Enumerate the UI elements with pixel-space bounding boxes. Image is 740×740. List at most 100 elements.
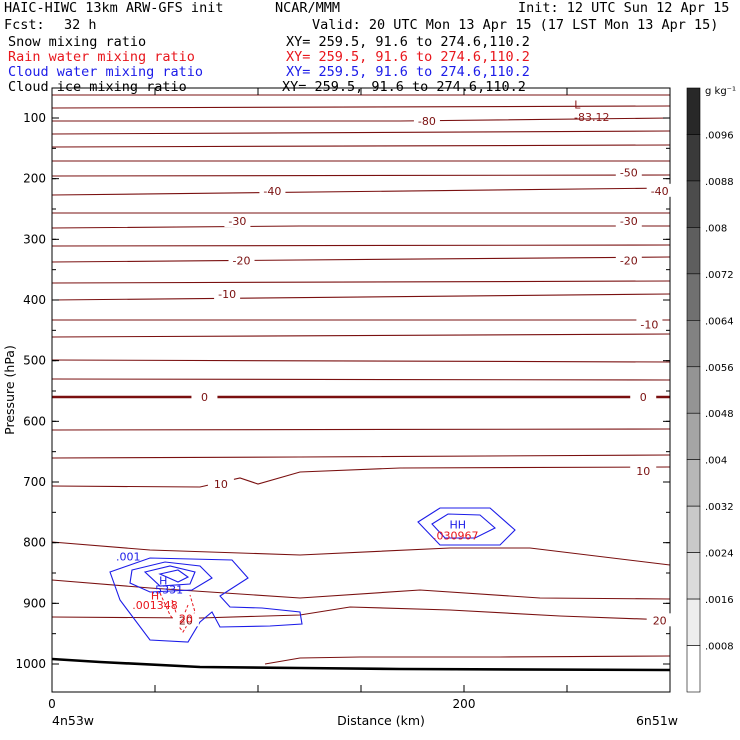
y-tick-label: 100 [23, 111, 46, 125]
colorbar-tick-label: .0096 [705, 130, 734, 141]
colorbar-segment [686, 412, 701, 460]
contour-label-bg [630, 464, 657, 478]
isotherm-line [51, 541, 671, 566]
colorbar-segment [686, 552, 701, 600]
fcst-label: Fcst: [4, 17, 45, 33]
colorbar-tick-label: .0032 [705, 502, 734, 513]
colorbar-tick-label: .0024 [705, 549, 734, 560]
cloud-water-contour [109, 557, 303, 643]
contour-label: -20 [620, 255, 638, 268]
contour-label: -10 [640, 318, 658, 331]
extrema-label: H [151, 589, 159, 602]
contour-label: -80 [418, 115, 436, 128]
org-label: NCAR/MMM [275, 0, 341, 16]
contour-label: 0 [201, 391, 208, 404]
colorbar-segment [686, 180, 701, 228]
cloud-water-contour [158, 569, 190, 583]
isotherm-line [51, 378, 671, 381]
isotherm-line [51, 256, 671, 263]
contour-label-bg [259, 183, 286, 197]
y-axis-label: Pressure (hPa) [2, 345, 17, 435]
isotherm-line [51, 174, 671, 177]
cloud-water-contours [109, 507, 516, 643]
isotherm-line [51, 333, 671, 338]
colorbar-tick-label: .0016 [705, 595, 734, 606]
isotherm-line [51, 606, 671, 621]
isotherm-line [51, 466, 671, 488]
fcst-value: 32 h [64, 17, 97, 33]
contour-label-bg [413, 114, 440, 128]
extrema-label: .030967 [433, 529, 479, 542]
contour-label: -30 [228, 215, 246, 228]
extrema-label: H [159, 574, 167, 587]
field-label-cloud-water: Cloud water mixing ratio [8, 64, 204, 80]
colorbar-segment [686, 645, 701, 693]
contour-label: 10 [636, 465, 650, 478]
isotherm-line [51, 244, 671, 247]
contour-label-bg [191, 390, 218, 404]
contour-label: 20 [179, 614, 193, 627]
extrema-label: HH [450, 518, 467, 531]
contour-label-bg [615, 214, 642, 228]
contour-label: 20 [653, 614, 667, 627]
y-tick-label: 700 [23, 475, 46, 489]
field-xy-snow: XY= 259.5, 91.6 to 274.6,110.2 [286, 34, 530, 50]
contour-label: 10 [214, 478, 228, 491]
y-tick-label: 400 [23, 293, 46, 307]
colorbar-segment [686, 598, 701, 646]
extrema-label: .5331 [152, 583, 184, 596]
contour-label-bg [172, 613, 199, 627]
cloud-water-contour [417, 507, 516, 546]
colorbar-segment [686, 87, 701, 135]
colorbar-tick-label: .0048 [705, 409, 734, 420]
contour-label: -20 [233, 255, 251, 268]
valid-time: Valid: 20 UTC Mon 13 Apr 15 (17 LST Mon … [312, 17, 719, 33]
y-tick-label: 900 [23, 596, 46, 610]
x-tick-label: 200 [453, 697, 476, 711]
cloud-water-contour [143, 565, 196, 587]
contour-label-bg [630, 390, 657, 404]
x-axis-label: Distance (km) [337, 713, 425, 728]
colorbar-tick-label: .0064 [705, 316, 734, 327]
init-time: Init: 12 UTC Sun 12 Apr 15 [518, 0, 730, 16]
colorbar-tick-label: .0056 [705, 363, 734, 374]
contour-label: -10 [218, 288, 236, 301]
field-xy-cloud-water: XY= 259.5, 91.6 to 274.6,110.2 [286, 64, 530, 80]
contour-label-bg [214, 286, 241, 300]
colorbar-segment [686, 505, 701, 553]
model-title: HAIC-HIWC 13km ARW-GFS init [4, 0, 224, 16]
contour-label-bg [615, 253, 642, 267]
field-label-snow: Snow mixing ratio [8, 34, 147, 50]
contour-label: -50 [620, 167, 638, 180]
contour-label-bg [646, 613, 673, 627]
colorbar-segment [686, 320, 701, 368]
isotherm-line [51, 454, 671, 459]
colorbar-tick-label: .004 [705, 456, 727, 467]
colorbar-segment [686, 227, 701, 275]
cloud-water-contour [129, 561, 213, 593]
contour-label: -40 [263, 185, 281, 198]
contour-label-bg [636, 317, 663, 331]
contour-label-bg [207, 476, 234, 490]
isotherm-line [52, 117, 671, 122]
colorbar-unit: g kg⁻¹ [705, 86, 736, 97]
y-tick-label: 1000 [15, 657, 46, 671]
x-tick-label: 0 [48, 697, 56, 711]
isotherm-line [51, 130, 671, 135]
isotherm-line [51, 293, 671, 301]
colorbar-segment [686, 273, 701, 321]
y-tick-label: 600 [23, 414, 46, 428]
cloud-water-contour [431, 513, 496, 539]
contour-label-bg [646, 183, 673, 197]
isotherm-line [51, 579, 671, 600]
colorbar-tick-label: .0008 [705, 642, 734, 653]
contour-labels: -80 -50 -40 -40 -30 -30 -20 -20 -10 -10 0 0 10 10 20 20… [116, 99, 673, 627]
extrema-label: .001 [116, 551, 141, 564]
rain-water-contour [159, 592, 196, 633]
contour-label: 0 [640, 391, 647, 404]
field-label-rain: Rain water mixing ratio [8, 49, 195, 65]
field-xy-cloud-ice: XY= 259.5, 91.6 to 274.6,110.2 [282, 79, 526, 95]
isotherm-line [51, 359, 671, 363]
x-end-label-right: 6n51w [636, 713, 678, 728]
